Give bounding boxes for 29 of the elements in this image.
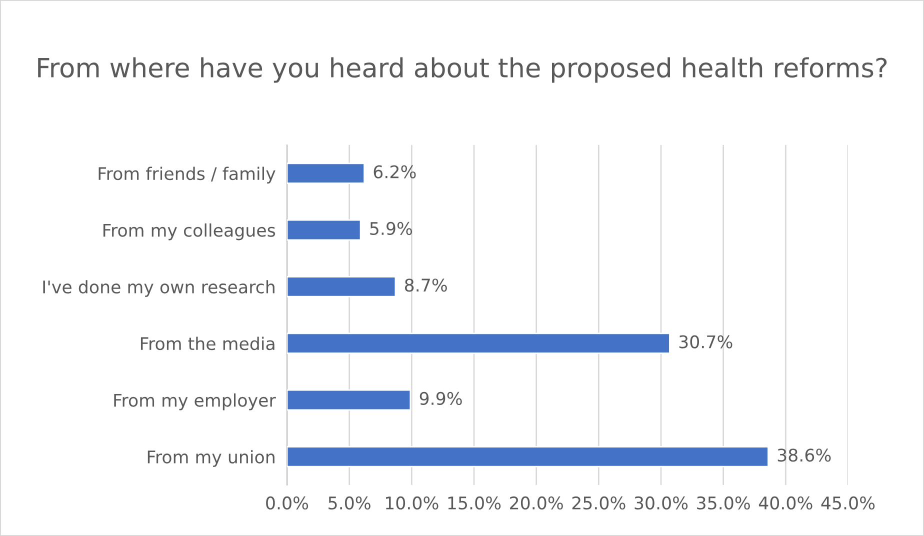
x-tick-label: 40.0%: [758, 496, 812, 510]
x-tick-label: 30.0%: [634, 496, 688, 510]
x-tick-label: 25.0%: [572, 496, 626, 510]
x-tick-label: 20.0%: [510, 496, 563, 510]
x-tick-label: 15.0%: [448, 496, 501, 510]
bar: [287, 446, 769, 468]
x-tick-label: 35.0%: [697, 496, 750, 510]
chart-title: From where have you heard about the proposed health reforms?: [38, 57, 887, 83]
y-tick-label: From my colleagues: [103, 223, 276, 240]
y-tick-label: From my union: [148, 450, 274, 467]
y-tick-label: From friends / family: [98, 166, 276, 184]
x-tick-label: 45.0%: [821, 496, 875, 510]
data-label: 5.9%: [370, 222, 412, 236]
bar: [287, 276, 396, 298]
x-tick-label: 0.0%: [266, 496, 308, 510]
x-tick-label: 10.0%: [386, 496, 438, 510]
y-tick-label: From the media: [140, 336, 274, 350]
bar: [287, 219, 362, 241]
data-label: 8.7%: [404, 278, 447, 292]
bar: [287, 162, 365, 184]
x-tick-label: 5.0%: [328, 496, 370, 510]
bar: [287, 332, 670, 354]
data-label: 6.2%: [374, 165, 416, 178]
data-label: 38.6%: [778, 448, 831, 462]
data-label: 9.9%: [420, 392, 462, 406]
y-tick-label: I've done my own research: [43, 280, 274, 297]
bar: [287, 389, 412, 411]
y-tick-label: From my employer: [114, 393, 276, 410]
data-label: 30.7%: [679, 335, 732, 348]
